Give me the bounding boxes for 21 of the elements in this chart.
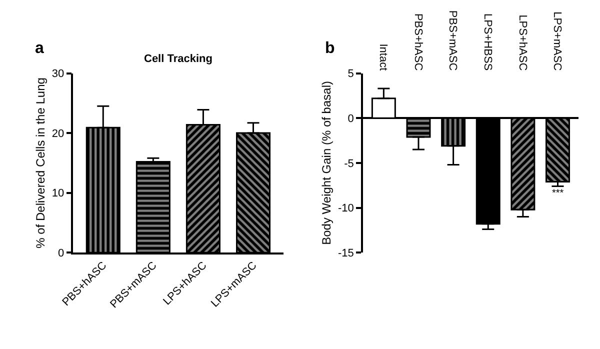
y-tick-label: 0 xyxy=(348,112,354,125)
y-tick-label: 5 xyxy=(348,68,354,80)
x-tick-label: LPS+HBSS xyxy=(482,13,494,71)
annotation: *** xyxy=(552,188,564,199)
y-tick-label: 0 xyxy=(58,247,64,260)
x-tick-label: LPS+hASC xyxy=(516,14,528,71)
y-tick-label: -10 xyxy=(338,202,354,215)
y-axis-title: % of Delivered Cells in the Lung xyxy=(34,78,48,248)
y-tick-label: 30 xyxy=(52,68,64,80)
y-tick-label: 10 xyxy=(52,188,64,200)
y-tick-label: -15 xyxy=(338,247,354,260)
chart-title: Cell Tracking xyxy=(144,53,212,65)
text: b xyxy=(325,40,335,57)
y-tick-label: -5 xyxy=(344,158,354,170)
y-axis-title: Body Weight Gain (% of basal) xyxy=(320,81,334,245)
x-tick-label: LPS+mASC xyxy=(551,12,564,71)
y-tick-label: 20 xyxy=(52,128,64,140)
x-tick-label: Intact xyxy=(377,44,390,71)
x-tick-label: PBS+hASC xyxy=(412,13,424,71)
text: a xyxy=(35,40,44,57)
x-tick-label: PBS+mASC xyxy=(446,10,459,71)
